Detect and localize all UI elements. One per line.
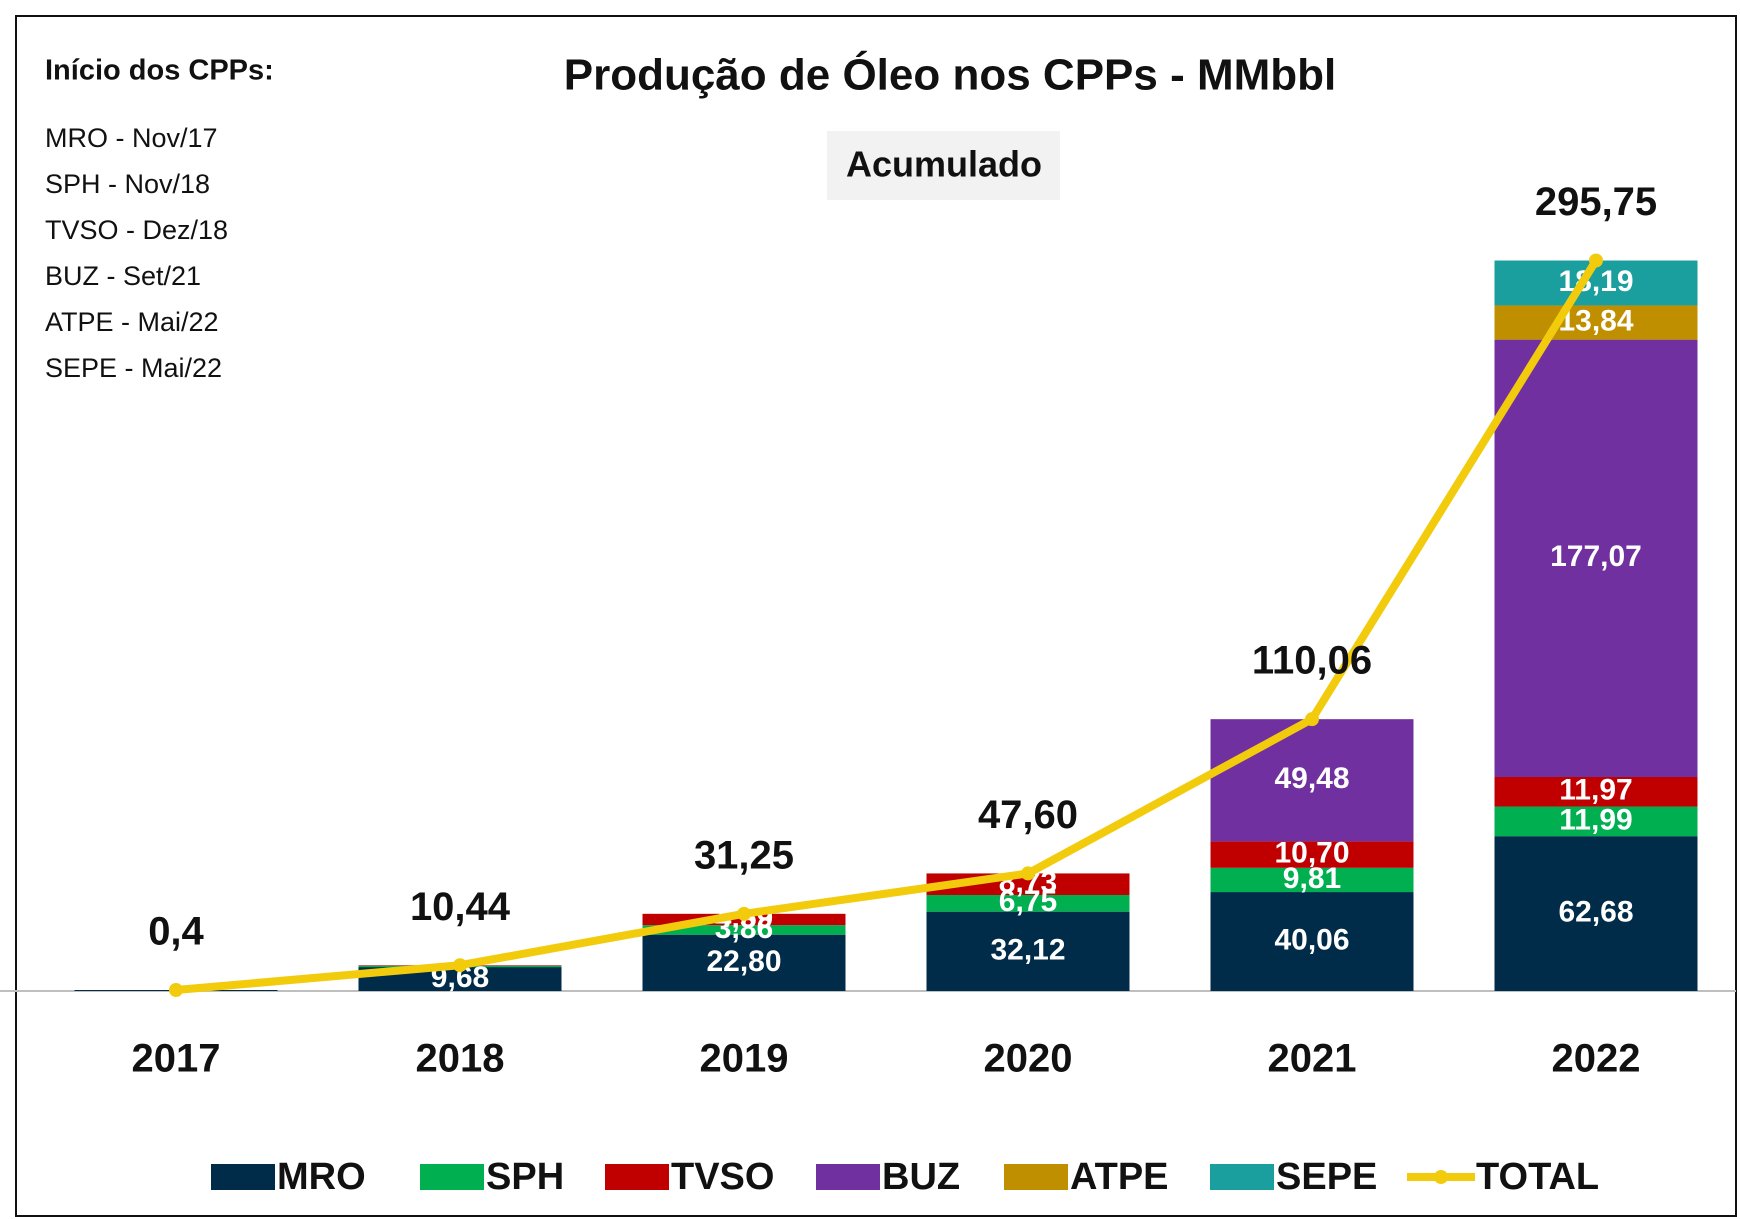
bar-segment <box>1494 339 1698 777</box>
legend-swatch <box>1210 1164 1274 1190</box>
data-label: 40,06 <box>1274 923 1349 956</box>
data-label: 13,84 <box>1558 304 1633 337</box>
total-marker <box>1589 253 1603 268</box>
legend-swatch <box>211 1164 275 1190</box>
data-label: 177,07 <box>1550 540 1642 573</box>
legend-label: SPH <box>486 1156 564 1198</box>
note: TVSO - Dez/18 <box>45 215 228 245</box>
x-tick-label: 2019 <box>700 1037 789 1081</box>
total-marker <box>737 906 751 921</box>
data-label: 32,12 <box>990 933 1065 966</box>
total-label: 10,44 <box>410 885 511 929</box>
legend-marker <box>1434 1170 1448 1184</box>
subtitle-box <box>827 131 1060 200</box>
bar-segment <box>642 925 846 935</box>
x-tick-label: 2022 <box>1552 1037 1641 1081</box>
bar-segment <box>1210 719 1414 842</box>
x-tick-label: 2020 <box>984 1037 1073 1081</box>
total-label: 0,4 <box>148 910 204 954</box>
frame <box>15 15 1737 1217</box>
bar-segment <box>1210 892 1414 991</box>
note: MRO - Nov/17 <box>45 123 218 153</box>
data-label: 18,19 <box>1558 265 1633 298</box>
total-line <box>175 258 1600 994</box>
chart-title: Produção de Óleo nos CPPs - MMbbl <box>564 50 1337 100</box>
x-tick-label: 2021 <box>1268 1037 1357 1081</box>
legend-swatch <box>420 1164 484 1190</box>
bar-segment <box>1494 305 1698 340</box>
legend-label: TVSO <box>671 1156 774 1198</box>
legend-swatch <box>816 1164 880 1190</box>
data-label: 6,75 <box>999 885 1057 918</box>
bar-segment <box>1494 806 1698 837</box>
total-label: 31,25 <box>694 833 794 877</box>
total-label: 47,60 <box>978 793 1078 837</box>
legend-label: ATPE <box>1070 1156 1169 1198</box>
bar-segment <box>1494 776 1698 807</box>
legend-swatch <box>1004 1164 1068 1190</box>
bar-segment <box>1210 841 1414 868</box>
total-label: 295,75 <box>1535 180 1657 224</box>
subtitle: Acumulado <box>846 144 1042 185</box>
data-label: 49,48 <box>1274 762 1349 795</box>
total-marker <box>169 983 183 998</box>
bar-segment <box>1494 836 1698 991</box>
bar-segment <box>926 894 1130 912</box>
legend-swatch <box>605 1164 669 1190</box>
bar-segment <box>926 911 1130 991</box>
data-label: 11,97 <box>1559 774 1632 807</box>
legend-label: TOTAL <box>1476 1156 1599 1198</box>
x-tick-label: 2018 <box>416 1037 505 1081</box>
data-label: 9,81 <box>1283 862 1341 895</box>
total-marker <box>1021 866 1035 881</box>
legend-label: BUZ <box>882 1156 960 1198</box>
total-label: 110,06 <box>1252 639 1372 683</box>
data-label: 11,99 <box>1559 803 1632 836</box>
note: SEPE - Mai/22 <box>45 353 222 383</box>
data-label: 22,80 <box>706 945 781 978</box>
bar-segment <box>642 934 846 991</box>
notes-title: Início dos CPPs: <box>45 55 274 87</box>
x-tick-label: 2017 <box>132 1037 221 1081</box>
note: ATPE - Mai/22 <box>45 307 219 337</box>
legend-label: MRO <box>277 1156 366 1198</box>
data-label: 62,68 <box>1558 896 1633 929</box>
data-label: 10,70 <box>1274 837 1349 870</box>
total-marker <box>1305 712 1319 727</box>
bar-segment <box>1210 867 1414 893</box>
legend-label: SEPE <box>1276 1156 1377 1198</box>
note: SPH - Nov/18 <box>45 169 210 199</box>
note: BUZ - Set/21 <box>45 261 201 291</box>
total-marker <box>453 958 467 973</box>
